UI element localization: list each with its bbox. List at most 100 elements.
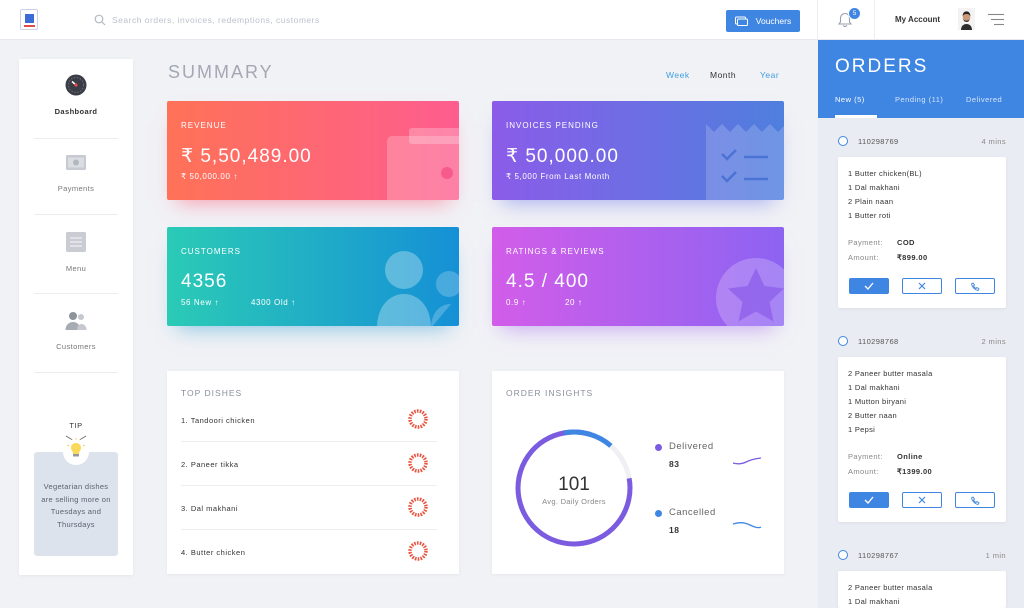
tip-box: Vegetarian dishes are selling more on Tu… — [34, 452, 118, 556]
ratings-card[interactable]: RATINGS & REVIEWS 4.5 / 400 0.9 ↑ 20 ↑ — [492, 227, 784, 326]
list-item[interactable]: 2. Paneer tikka — [181, 442, 437, 486]
cancelled-label: Cancelled — [669, 507, 716, 518]
divider — [34, 214, 118, 215]
invoices-pending-card[interactable]: INVOICES PENDING ₹ 50,000.00 ₹ 5,000 Fro… — [492, 101, 784, 200]
order-header[interactable]: 110298769 4 mins — [838, 135, 1008, 147]
phone-icon — [970, 495, 980, 505]
amount-label: Amount: — [848, 253, 879, 262]
period-month-button[interactable]: Month — [710, 70, 737, 80]
order-item: 1 Butter roti — [848, 211, 891, 220]
list-item[interactable]: 3. Dal makhani — [181, 486, 437, 530]
order-status-dot — [838, 136, 848, 146]
star-icon — [716, 258, 784, 326]
call-customer-button[interactable] — [955, 278, 995, 294]
list-item[interactable]: 1. Tandoori chicken — [181, 398, 437, 442]
order-status-dot — [838, 550, 848, 560]
tip-text: Vegetarian dishes are selling more on Tu… — [41, 482, 111, 529]
lightbulb-icon — [63, 435, 89, 465]
tab-delivered[interactable]: Delivered — [966, 95, 1003, 104]
customers-new: 56 New ↑ — [181, 298, 220, 307]
delivered-value: 83 — [669, 459, 680, 469]
ratings-value: 4.5 / 400 — [506, 271, 589, 292]
check-icon — [864, 282, 874, 290]
divider — [34, 138, 118, 139]
ratings-change-a: 0.9 ↑ — [506, 298, 527, 307]
dish-name: 1. Tandoori chicken — [181, 416, 255, 425]
cancelled-legend-dot — [655, 510, 662, 517]
order-item: 2 Paneer butter masala — [848, 583, 933, 592]
revenue-change: ₹ 50,000.00 ↑ — [181, 172, 238, 181]
order-card: 2 Paneer butter masala 1 Dal makhani 1 M… — [838, 357, 1006, 522]
sidebar-item-payments[interactable]: Payments — [34, 153, 118, 193]
sidebar: Dashboard Payments Menu Customers TIP Ve… — [19, 59, 133, 575]
order-item: 1 Dal makhani — [848, 183, 900, 192]
notification-badge: 5 — [848, 7, 861, 20]
amount-value: ₹1399.00 — [897, 467, 933, 476]
top-dishes-title: TOP DISHES — [181, 388, 243, 398]
order-item: 2 Butter naan — [848, 411, 897, 420]
order-card: 2 Paneer butter masala 1 Dal makhani — [838, 571, 1006, 608]
period-year-button[interactable]: Year — [760, 70, 780, 80]
customers-icon — [377, 251, 459, 326]
sidebar-item-label: Dashboard — [54, 107, 98, 116]
wallet-icon — [387, 128, 459, 200]
my-account-link[interactable]: My Account — [895, 15, 941, 24]
gauge-icon — [65, 74, 87, 96]
sidebar-item-dashboard[interactable]: Dashboard — [34, 74, 118, 116]
cash-icon — [66, 155, 86, 170]
order-id: 110298769 — [858, 137, 899, 146]
hamburger-menu-icon[interactable] — [988, 13, 1004, 26]
tab-pending[interactable]: Pending (11) — [895, 95, 944, 104]
avg-orders-value: 101 — [558, 474, 590, 495]
reject-order-button[interactable] — [902, 492, 942, 508]
payment-label: Payment: — [848, 238, 883, 247]
order-card: 1 Butter chicken(BL) 1 Dal makhani 2 Pla… — [838, 157, 1006, 308]
tip-title: TIP — [69, 421, 83, 430]
order-item: 1 Pepsi — [848, 425, 876, 434]
sidebar-item-label: Customers — [56, 342, 96, 351]
order-insights-panel: ORDER INSIGHTS 101 Avg. Daily Orders Del… — [492, 371, 784, 574]
list-item[interactable]: 4. Butter chicken — [181, 530, 437, 574]
order-header[interactable]: 110298768 2 mins — [838, 335, 1008, 347]
search-input[interactable] — [112, 10, 512, 30]
orders-header: ORDERS New (5) Pending (11) Delivered — [818, 40, 1024, 118]
period-week-button[interactable]: Week — [666, 70, 690, 80]
customers-card[interactable]: CUSTOMERS 4356 56 New ↑ 4300 Old ↑ — [167, 227, 459, 326]
dish-spinner-icon — [408, 497, 428, 517]
order-id: 110298767 — [858, 551, 899, 560]
order-item: 1 Dal makhani — [848, 383, 900, 392]
revenue-title: REVENUE — [181, 121, 227, 130]
reject-order-button[interactable] — [902, 278, 942, 294]
close-icon — [918, 282, 926, 290]
call-customer-button[interactable] — [955, 492, 995, 508]
app-logo[interactable] — [20, 9, 38, 30]
sidebar-item-customers[interactable]: Customers — [34, 309, 118, 351]
bell-icon[interactable] — [836, 11, 854, 29]
dish-name: 3. Dal makhani — [181, 504, 239, 513]
avatar[interactable] — [958, 8, 975, 30]
vouchers-button[interactable]: Vouchers — [726, 10, 800, 32]
amount-value: ₹899.00 — [897, 253, 928, 262]
ratings-change-b: 20 ↑ — [565, 298, 583, 307]
invoices-title: INVOICES PENDING — [506, 121, 599, 130]
tab-new[interactable]: New (5) — [835, 95, 865, 104]
order-item: 1 Dal makhani — [848, 597, 900, 606]
dish-spinner-icon — [408, 409, 428, 429]
avg-orders-label: Avg. Daily Orders — [542, 497, 606, 506]
page-title: SUMMARY — [168, 62, 274, 82]
amount-label: Amount: — [848, 467, 879, 476]
order-id: 110298768 — [858, 337, 899, 346]
order-item: 2 Paneer butter masala — [848, 369, 933, 378]
revenue-card[interactable]: REVENUE ₹ 5,50,489.00 ₹ 50,000.00 ↑ — [167, 101, 459, 200]
sidebar-item-menu[interactable]: Menu — [34, 231, 118, 273]
divider — [34, 372, 118, 373]
order-time: 4 mins — [981, 137, 1006, 146]
phone-icon — [970, 281, 980, 291]
accept-order-button[interactable] — [849, 278, 889, 294]
order-header[interactable]: 110298767 1 min — [838, 549, 1008, 561]
payment-value: COD — [897, 238, 915, 247]
accept-order-button[interactable] — [849, 492, 889, 508]
dish-name: 2. Paneer tikka — [181, 460, 239, 469]
menu-list-icon — [66, 232, 86, 252]
vouchers-label: Vouchers — [755, 16, 792, 26]
